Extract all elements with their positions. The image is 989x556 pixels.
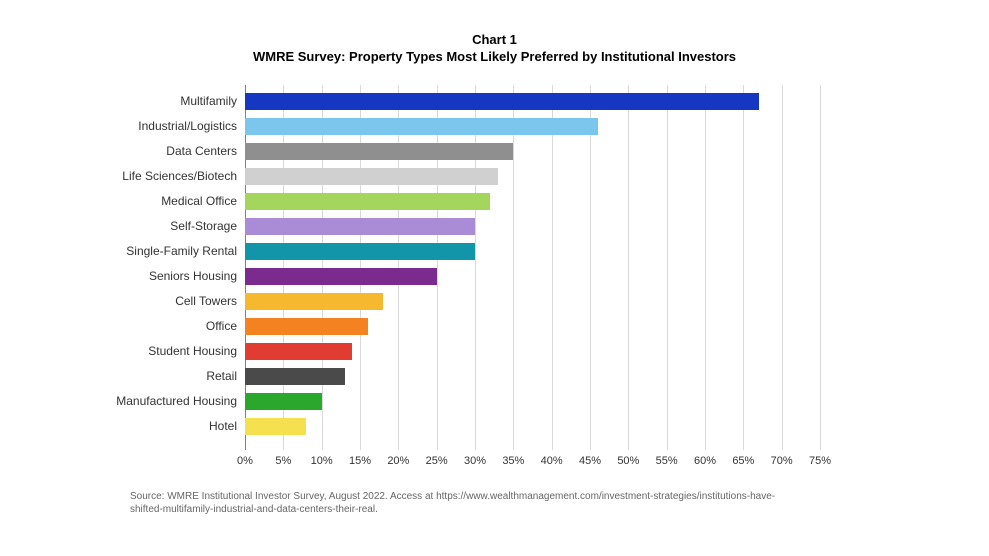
bar-row — [245, 118, 598, 135]
bar-row — [245, 168, 498, 185]
gridline — [552, 85, 553, 450]
bar-row — [245, 143, 513, 160]
bar — [245, 318, 368, 335]
bar — [245, 143, 513, 160]
category-label: Industrial/Logistics — [37, 118, 237, 135]
category-label: Manufactured Housing — [37, 393, 237, 410]
gridline — [628, 85, 629, 450]
x-tick-label: 45% — [579, 455, 601, 467]
chart-title-line1: Chart 1 — [0, 32, 989, 49]
bar — [245, 168, 498, 185]
category-label: Seniors Housing — [37, 268, 237, 285]
bar — [245, 393, 322, 410]
bar-row — [245, 293, 383, 310]
gridline — [475, 85, 476, 450]
x-tick-label: 70% — [771, 455, 793, 467]
x-tick-label: 75% — [809, 455, 831, 467]
bar — [245, 293, 383, 310]
bar — [245, 368, 345, 385]
bar-row — [245, 218, 475, 235]
bar-row — [245, 343, 352, 360]
x-tick-label: 40% — [541, 455, 563, 467]
bar — [245, 93, 759, 110]
x-tick-label: 15% — [349, 455, 371, 467]
x-tick-label: 50% — [617, 455, 639, 467]
bar — [245, 418, 306, 435]
x-tick-label: 0% — [237, 455, 253, 467]
category-label: Life Sciences/Biotech — [37, 168, 237, 185]
bar-row — [245, 368, 345, 385]
category-label: Retail — [37, 368, 237, 385]
bar-row — [245, 193, 490, 210]
bar — [245, 218, 475, 235]
bar-row — [245, 393, 322, 410]
gridline — [705, 85, 706, 450]
category-label: Data Centers — [37, 143, 237, 160]
category-label: Hotel — [37, 418, 237, 435]
category-label: Office — [37, 318, 237, 335]
bar-row — [245, 268, 437, 285]
x-tick-label: 5% — [275, 455, 291, 467]
bar — [245, 343, 352, 360]
gridline — [820, 85, 821, 450]
x-tick-label: 10% — [311, 455, 333, 467]
bar-row — [245, 93, 759, 110]
category-label: Student Housing — [37, 343, 237, 360]
x-tick-label: 35% — [502, 455, 524, 467]
gridline — [513, 85, 514, 450]
chart-title: Chart 1 WMRE Survey: Property Types Most… — [0, 32, 989, 66]
x-tick-label: 25% — [426, 455, 448, 467]
x-tick-label: 55% — [656, 455, 678, 467]
bar — [245, 118, 598, 135]
gridline — [590, 85, 591, 450]
category-label: Medical Office — [37, 193, 237, 210]
gridline — [667, 85, 668, 450]
x-tick-label: 65% — [732, 455, 754, 467]
category-label: Single-Family Rental — [37, 243, 237, 260]
bar-row — [245, 418, 306, 435]
x-tick-label: 30% — [464, 455, 486, 467]
plot-area: 0%5%10%15%20%25%30%35%40%45%50%55%60%65%… — [245, 85, 820, 450]
chart-title-line2: WMRE Survey: Property Types Most Likely … — [0, 49, 989, 66]
bar-row — [245, 243, 475, 260]
gridline — [437, 85, 438, 450]
bar — [245, 243, 475, 260]
gridline — [782, 85, 783, 450]
category-label: Cell Towers — [37, 293, 237, 310]
category-label: Self-Storage — [37, 218, 237, 235]
gridline — [743, 85, 744, 450]
x-tick-label: 60% — [694, 455, 716, 467]
bar — [245, 268, 437, 285]
chart-source: Source: WMRE Institutional Investor Surv… — [130, 490, 780, 516]
category-label: Multifamily — [37, 93, 237, 110]
bar-row — [245, 318, 368, 335]
bar — [245, 193, 490, 210]
chart-container: Chart 1 WMRE Survey: Property Types Most… — [0, 0, 989, 556]
x-tick-label: 20% — [387, 455, 409, 467]
